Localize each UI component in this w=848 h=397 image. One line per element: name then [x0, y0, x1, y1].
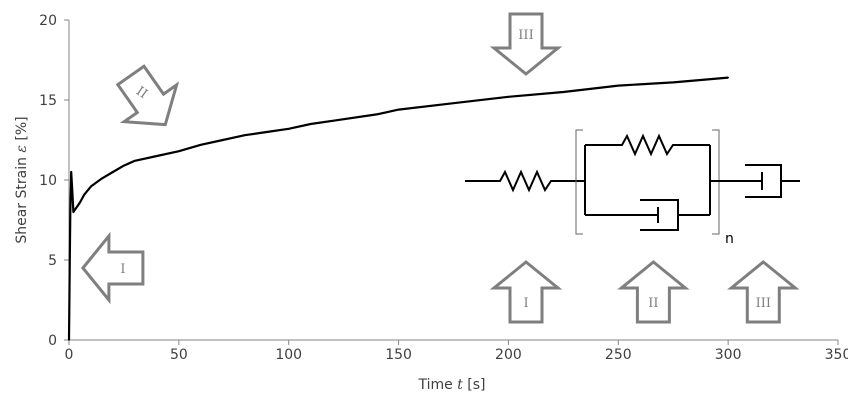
x-axis-label-suffix: [s] — [463, 377, 486, 393]
rheological-model-diagram — [465, 129, 800, 235]
x-tick-label: 250 — [605, 347, 632, 363]
data-point — [123, 164, 125, 167]
data-point — [617, 84, 620, 87]
phase-arrow-down-right: II — [115, 64, 180, 127]
x-axis-label: Time t [s] — [417, 377, 485, 393]
arrow-shape — [489, 12, 563, 76]
data-point — [71, 190, 74, 192]
arrow-shape — [727, 260, 800, 324]
arrow-label: III — [756, 296, 771, 311]
data-point — [222, 139, 224, 141]
data-point — [101, 177, 103, 180]
arrow-shape — [617, 260, 690, 324]
arrow-shape — [115, 64, 180, 127]
arrow-label: I — [120, 262, 125, 277]
x-tick-label: 150 — [385, 347, 412, 363]
x-tick-label: 200 — [495, 347, 522, 363]
data-point — [309, 123, 312, 125]
y-axis-label-suffix: [%] — [14, 116, 30, 145]
data-point — [74, 208, 77, 210]
y-axis-ticks: 0 5 10 15 20 — [39, 13, 69, 349]
bracket-left — [575, 129, 583, 235]
data-point — [200, 144, 202, 146]
phase-arrow-up: II — [617, 260, 690, 324]
y-tick-label: 20 — [39, 13, 57, 29]
data-point — [507, 96, 510, 98]
phase-arrow-up: III — [727, 260, 800, 324]
phase-arrow-up: I — [489, 260, 563, 324]
y-tick-label: 5 — [48, 253, 57, 269]
y-axis-label-variable: ε — [14, 145, 30, 153]
data-point — [68, 339, 70, 341]
data-point — [243, 134, 246, 136]
arrow-label: III — [518, 28, 533, 43]
data-point — [727, 76, 729, 79]
x-axis-label-variable: t — [457, 377, 463, 393]
y-tick-label: 10 — [39, 173, 57, 189]
x-tick-label: 350 — [825, 347, 848, 363]
data-point — [83, 193, 86, 196]
series-group — [67, 76, 729, 341]
phase-arrow-down: III — [489, 12, 563, 76]
data-point — [287, 128, 290, 130]
x-tick-label: 0 — [65, 347, 74, 363]
x-axis-ticks: 0 50 100 150 200 250 300 350 — [65, 340, 848, 363]
data-point — [68, 267, 71, 269]
model-repeat-label: n — [725, 231, 734, 247]
data-point — [562, 91, 565, 93]
data-point — [134, 160, 136, 162]
kelvin-spring — [585, 133, 710, 157]
data-point — [375, 113, 378, 116]
arrow-label: I — [523, 296, 528, 311]
data-point — [452, 102, 455, 104]
data-point — [70, 171, 72, 173]
x-tick-label: 50 — [170, 347, 188, 363]
arrow-shape — [489, 260, 563, 324]
y-axis-label-prefix: Shear Strain — [14, 153, 30, 244]
x-tick-label: 300 — [715, 347, 742, 363]
data-point — [112, 171, 114, 173]
data-point — [178, 150, 180, 152]
y-tick-label: 15 — [39, 93, 57, 109]
data-point — [72, 211, 75, 213]
maxwell-spring — [485, 169, 570, 193]
arrow-label: II — [648, 296, 658, 311]
data-point — [672, 81, 675, 84]
arrow-shape — [80, 231, 145, 305]
data-point — [90, 185, 92, 188]
data-point — [69, 211, 72, 213]
y-axis-label: Shear Strain ε [%] — [14, 116, 30, 243]
data-point — [265, 131, 268, 133]
phase-arrow-left: I — [80, 231, 145, 305]
data-point — [331, 120, 334, 122]
data-point — [76, 204, 79, 207]
data-point — [397, 108, 400, 111]
y-tick-label: 0 — [48, 333, 57, 349]
x-axis-label-prefix: Time — [417, 377, 457, 393]
data-point — [79, 201, 81, 204]
data-point — [156, 155, 158, 157]
x-tick-label: 100 — [275, 347, 302, 363]
